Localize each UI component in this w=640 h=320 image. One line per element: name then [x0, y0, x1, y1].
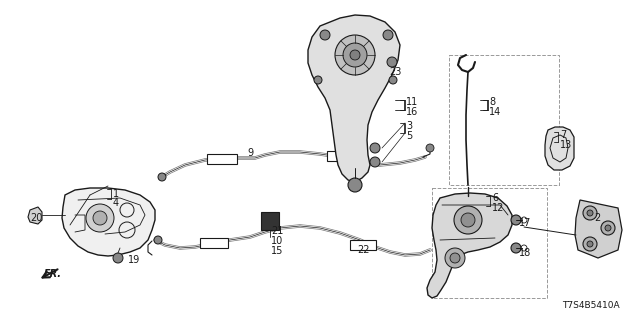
- Circle shape: [320, 30, 330, 40]
- Circle shape: [93, 211, 107, 225]
- Text: 4: 4: [113, 198, 119, 208]
- Circle shape: [314, 76, 322, 84]
- Text: 18: 18: [519, 248, 531, 258]
- Bar: [327, 151, 355, 161]
- Text: 2: 2: [594, 213, 600, 223]
- Polygon shape: [575, 200, 622, 258]
- Text: 5: 5: [406, 131, 412, 141]
- Circle shape: [583, 237, 597, 251]
- Circle shape: [370, 157, 380, 167]
- Circle shape: [370, 143, 380, 153]
- Circle shape: [154, 236, 162, 244]
- Text: 17: 17: [519, 218, 531, 228]
- Text: 23: 23: [389, 67, 401, 77]
- Text: 21: 21: [271, 226, 284, 236]
- Text: 22: 22: [357, 245, 369, 255]
- Text: 6: 6: [492, 193, 498, 203]
- Polygon shape: [427, 193, 512, 298]
- Circle shape: [445, 248, 465, 268]
- Text: 8: 8: [489, 97, 495, 107]
- Circle shape: [348, 178, 362, 192]
- Bar: [200, 238, 228, 248]
- Polygon shape: [28, 207, 42, 224]
- Text: 16: 16: [406, 107, 419, 117]
- Circle shape: [450, 253, 460, 263]
- Circle shape: [113, 253, 123, 263]
- Circle shape: [511, 215, 521, 225]
- Circle shape: [587, 210, 593, 216]
- Circle shape: [587, 241, 593, 247]
- Text: 20: 20: [30, 213, 42, 223]
- Circle shape: [454, 206, 482, 234]
- Circle shape: [387, 57, 397, 67]
- Bar: [207, 154, 237, 164]
- Bar: [449, 55, 559, 185]
- Text: 9: 9: [247, 148, 253, 158]
- Circle shape: [511, 243, 521, 253]
- Text: 3: 3: [406, 121, 412, 131]
- Circle shape: [158, 173, 166, 181]
- Circle shape: [389, 76, 397, 84]
- Circle shape: [383, 30, 393, 40]
- Text: 11: 11: [406, 97, 419, 107]
- Circle shape: [343, 43, 367, 67]
- Circle shape: [601, 221, 615, 235]
- Text: 1: 1: [113, 189, 119, 199]
- Text: 12: 12: [492, 203, 504, 213]
- Circle shape: [461, 213, 475, 227]
- Polygon shape: [545, 127, 574, 170]
- Text: 19: 19: [128, 255, 140, 265]
- Text: FR.: FR.: [44, 269, 62, 279]
- Circle shape: [583, 206, 597, 220]
- Polygon shape: [308, 15, 400, 182]
- Text: 7: 7: [560, 130, 566, 140]
- Circle shape: [426, 144, 434, 152]
- Circle shape: [335, 35, 375, 75]
- Bar: [261, 212, 279, 230]
- Text: T7S4B5410A: T7S4B5410A: [563, 301, 620, 310]
- Polygon shape: [62, 188, 155, 256]
- Text: 15: 15: [271, 246, 284, 256]
- Text: 14: 14: [489, 107, 501, 117]
- Text: 13: 13: [560, 140, 572, 150]
- Circle shape: [86, 204, 114, 232]
- Circle shape: [350, 50, 360, 60]
- Text: 10: 10: [271, 236, 284, 246]
- Bar: [432, 188, 547, 298]
- Circle shape: [605, 225, 611, 231]
- Bar: [350, 240, 376, 250]
